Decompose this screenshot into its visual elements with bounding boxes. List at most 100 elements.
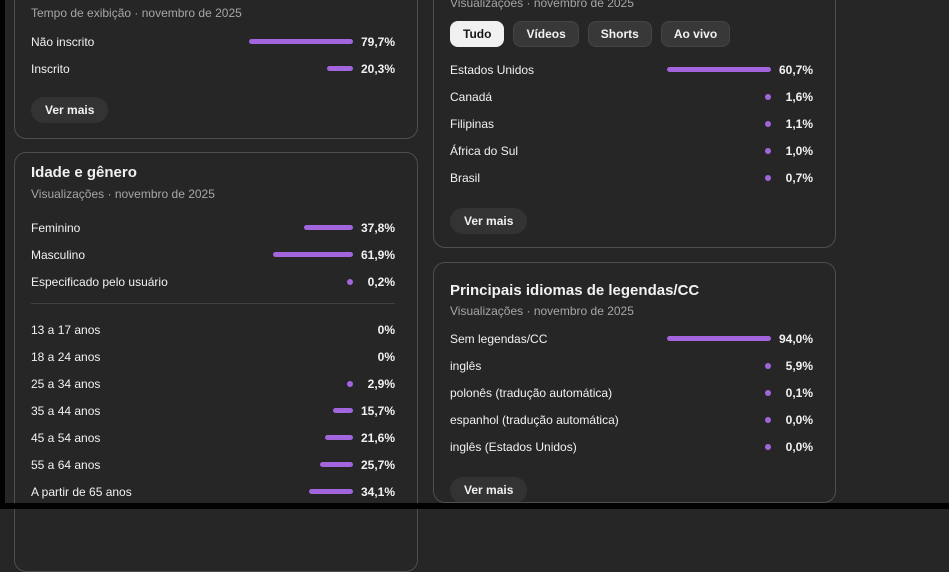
age-gender-card-subtitle: Visualizações · novembro de 2025 — [31, 187, 215, 201]
stat-row: Sem legendas/CC 94,0% — [450, 325, 813, 352]
row-label: 45 a 54 anos — [31, 430, 101, 445]
subtitles-see-more-button[interactable]: Ver mais — [450, 477, 528, 502]
row-label: Feminino — [31, 220, 81, 235]
stat-row: Masculino 61,9% — [31, 241, 395, 268]
row-label: Brasil — [450, 170, 481, 185]
stat-row: Canadá 1,6% — [450, 83, 813, 110]
row-bar-area — [203, 278, 353, 285]
row-bar-area — [621, 67, 771, 72]
geography-card-subtitle: Visualizações · novembro de 2025 — [450, 0, 634, 10]
filter-chip-tudo[interactable]: Tudo — [450, 21, 505, 47]
row-label: 55 a 64 anos — [31, 457, 101, 472]
row-bar — [327, 66, 353, 71]
row-label: espanhol (tradução automática) — [450, 412, 619, 427]
row-dot — [347, 380, 353, 387]
row-dot — [347, 278, 353, 285]
row-label: 18 a 24 anos — [31, 349, 101, 364]
row-value: 25,7% — [361, 457, 396, 472]
filter-chip-ao-vivo[interactable]: Ao vivo — [660, 21, 731, 47]
row-value: 1,1% — [785, 116, 813, 131]
subtitles-card-subtitle: Visualizações · novembro de 2025 — [450, 304, 634, 318]
row-value: 0,1% — [785, 385, 813, 400]
row-label: Sem legendas/CC — [450, 331, 548, 346]
row-bar-area — [203, 252, 353, 257]
stat-row: África do Sul 1,0% — [450, 137, 813, 164]
row-bar — [304, 225, 353, 230]
row-bar-area — [621, 362, 771, 369]
row-bar-area — [621, 389, 771, 396]
row-bar-area — [203, 489, 353, 494]
row-value: 61,9% — [361, 247, 396, 262]
geography-see-more-button[interactable]: Ver mais — [450, 208, 528, 234]
stat-row: 13 a 17 anos 0% — [31, 316, 395, 343]
row-dot — [765, 93, 771, 100]
row-value: 0,0% — [785, 412, 813, 427]
stat-row: 18 a 24 anos 0% — [31, 343, 395, 370]
filter-chip-vídeos[interactable]: Vídeos — [513, 21, 579, 47]
row-bar — [309, 489, 353, 494]
row-bar-area — [621, 93, 771, 100]
stat-row: Estados Unidos 60,7% — [450, 56, 813, 83]
age-rows: 13 a 17 anos 0% 18 a 24 anos 0% 25 a 34 anos… — [31, 316, 395, 505]
subtitles-languages-card: Principais idiomas de legendas/CC Visual… — [433, 262, 836, 503]
watch-time-see-more-button[interactable]: Ver mais — [31, 97, 109, 123]
left-letterbox-strip — [0, 0, 5, 509]
filter-chip-shorts[interactable]: Shorts — [587, 21, 652, 47]
row-value: 1,6% — [785, 89, 813, 104]
stat-row: Filipinas 1,1% — [450, 110, 813, 137]
stat-row: Feminino 37,8% — [31, 214, 395, 241]
row-label: inglês — [450, 358, 482, 373]
row-value: 1,0% — [785, 143, 813, 158]
row-bar-area — [621, 336, 771, 341]
row-bar — [333, 408, 353, 413]
age-gender-card: Idade e gênero Visualizações · novembro … — [14, 152, 418, 572]
row-value: 34,1% — [361, 484, 396, 499]
row-bar — [667, 336, 771, 341]
age-gender-card-title: Idade e gênero — [31, 164, 137, 181]
row-label: 35 a 44 anos — [31, 403, 101, 418]
stat-row: Especificado pelo usuário 0,2% — [31, 268, 395, 295]
row-dot — [765, 174, 771, 181]
row-bar-area — [203, 39, 353, 44]
row-label: África do Sul — [450, 143, 519, 158]
row-label: Estados Unidos — [450, 62, 535, 77]
row-bar-area — [203, 435, 353, 440]
row-bar — [667, 67, 771, 72]
row-value: 0,2% — [367, 274, 395, 289]
stat-row: 55 a 64 anos 25,7% — [31, 451, 395, 478]
row-label: 25 a 34 anos — [31, 376, 101, 391]
stat-row: inglês (Estados Unidos) 0,0% — [450, 433, 813, 460]
row-bar-area — [621, 120, 771, 127]
row-dot — [765, 443, 771, 450]
stat-row: A partir de 65 anos 34,1% — [31, 478, 395, 505]
stat-row: polonês (tradução automática) 0,1% — [450, 379, 813, 406]
row-label: A partir de 65 anos — [31, 484, 132, 499]
row-bar — [249, 39, 353, 44]
row-value: 15,7% — [361, 403, 396, 418]
row-label: Especificado pelo usuário — [31, 274, 168, 289]
row-label: Masculino — [31, 247, 86, 262]
geography-card: Visualizações · novembro de 2025 Tudo Víd… — [433, 0, 836, 248]
stat-row: Inscrito 20,3% — [31, 55, 395, 82]
stat-row: Não inscrito 79,7% — [31, 28, 395, 55]
section-divider — [31, 303, 395, 304]
row-value: 20,3% — [361, 61, 396, 76]
watch-time-rows: Não inscrito 79,7% Inscrito 20,3% — [31, 28, 395, 82]
stat-row: 35 a 44 anos 15,7% — [31, 397, 395, 424]
row-label: polonês (tradução automática) — [450, 385, 613, 400]
watch-time-card-subtitle: Tempo de exibição · novembro de 2025 — [31, 6, 242, 20]
watch-time-card: Tempo de exibição · novembro de 2025 Não… — [14, 0, 418, 139]
stat-row: 25 a 34 anos 2,9% — [31, 370, 395, 397]
row-value: 79,7% — [361, 34, 396, 49]
row-value: 0% — [377, 322, 395, 337]
row-bar — [273, 252, 353, 257]
row-bar-area — [621, 174, 771, 181]
row-dot — [765, 147, 771, 154]
row-value: 0,0% — [785, 439, 813, 454]
row-value: 0% — [377, 349, 395, 364]
row-dot — [765, 416, 771, 423]
row-label: Filipinas — [450, 116, 495, 131]
row-label: Canadá — [450, 89, 493, 104]
subtitles-rows: Sem legendas/CC 94,0% inglês 5,9% polonês (t… — [450, 325, 813, 460]
row-bar — [325, 435, 353, 440]
